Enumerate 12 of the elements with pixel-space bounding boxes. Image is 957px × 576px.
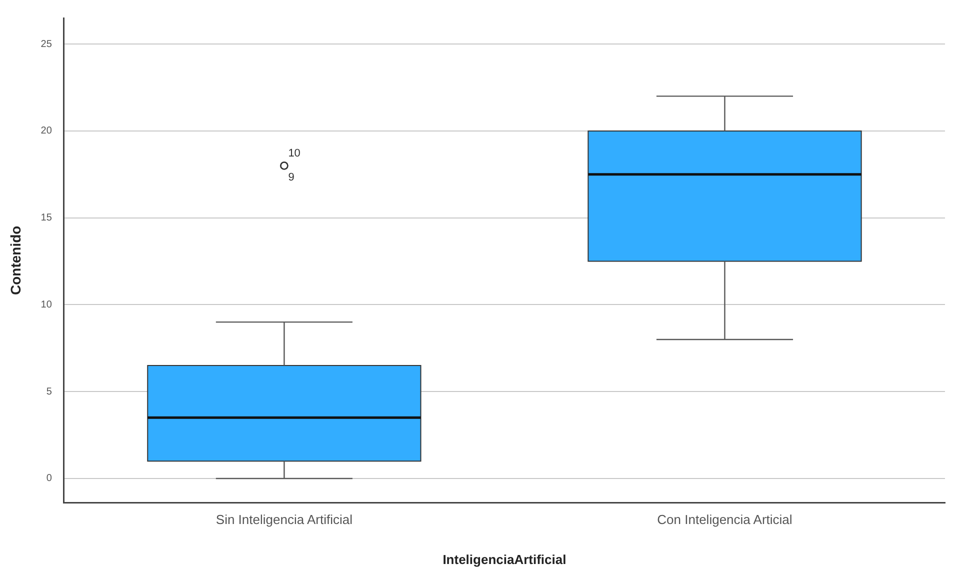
x-axis-title: InteligenciaArtificial bbox=[442, 552, 566, 567]
annotation: 9 bbox=[288, 172, 294, 184]
y-tick-label: 5 bbox=[46, 386, 52, 398]
y-axis-title: Contenido bbox=[7, 226, 24, 296]
y-tick-label: 15 bbox=[40, 212, 52, 224]
y-tick-label: 10 bbox=[40, 299, 52, 310]
x-tick-label: Con Inteligencia Articial bbox=[657, 512, 792, 528]
x-tick-label: Sin Inteligencia Artificial bbox=[216, 512, 353, 528]
y-tick-label: 0 bbox=[46, 473, 52, 484]
annotation: 10 bbox=[288, 148, 300, 160]
y-tick-label: 20 bbox=[40, 126, 52, 137]
y-tick-label: 25 bbox=[40, 38, 52, 50]
